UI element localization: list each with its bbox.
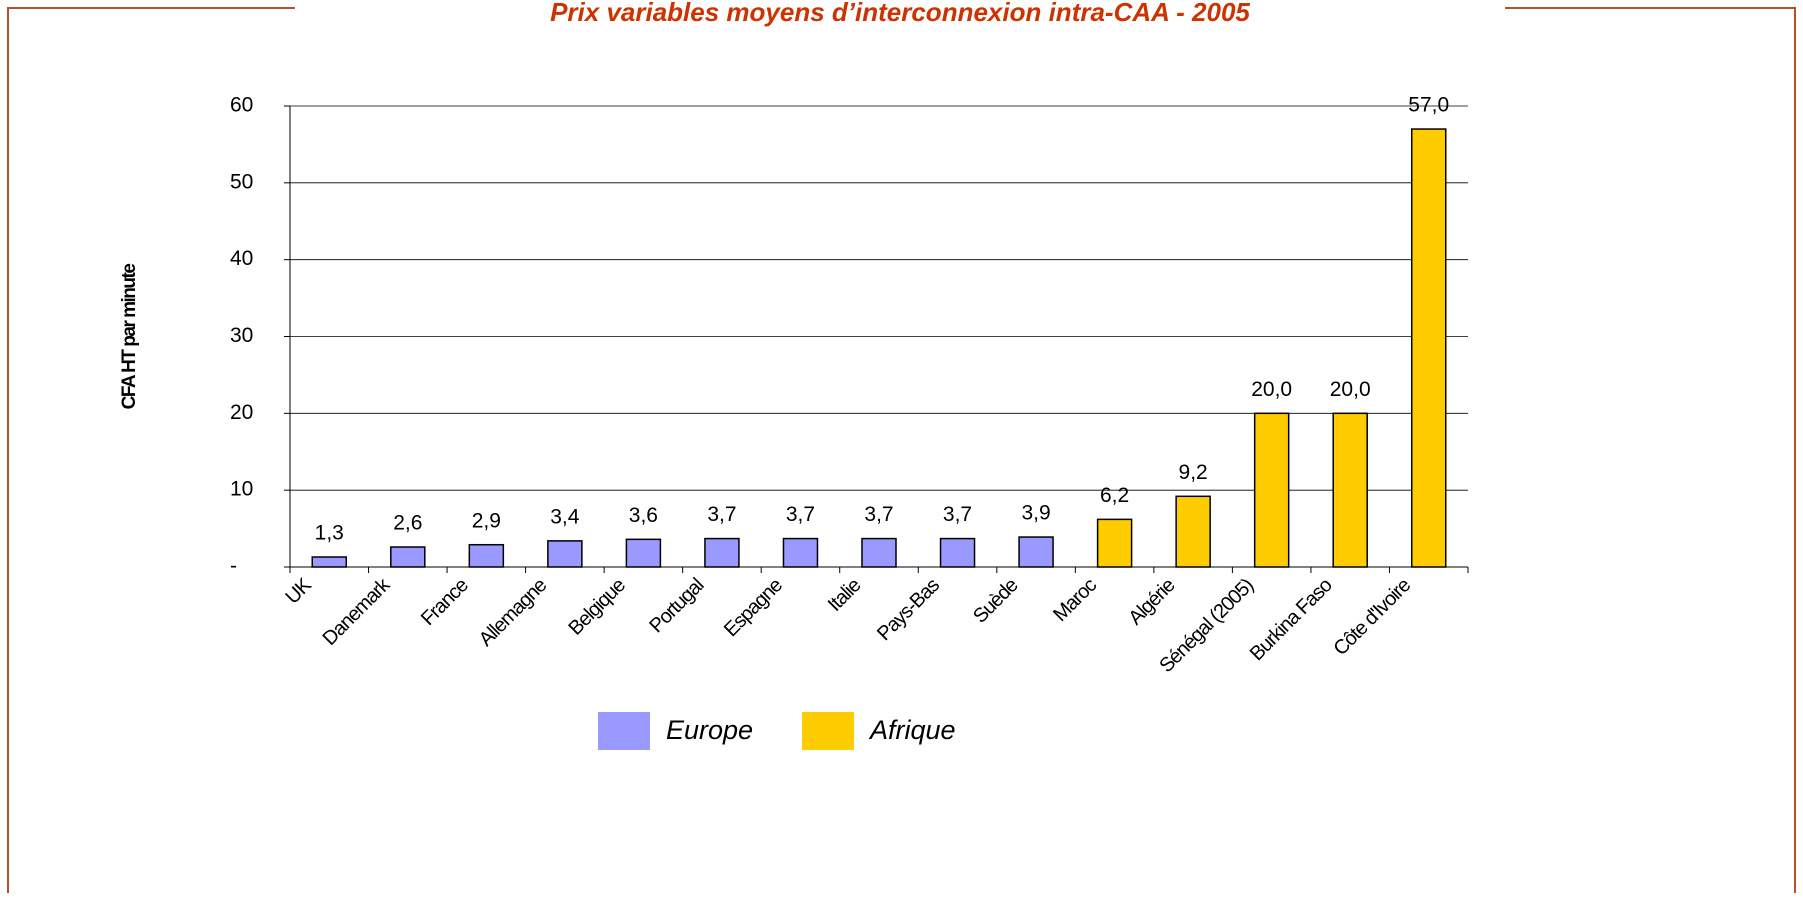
bar (1175, 495, 1211, 568)
frame-left (7, 7, 295, 893)
value-label: 3,7 (864, 503, 893, 526)
value-label: 9,2 (1179, 461, 1208, 484)
x-tick-label: Belgique (564, 574, 630, 640)
x-tick-label: Portugal (645, 574, 708, 637)
value-label: 1,3 (315, 522, 344, 545)
legend-swatch (598, 712, 650, 750)
bar (390, 546, 426, 568)
bar (1332, 412, 1368, 568)
bar (1253, 412, 1290, 568)
value-label: 2,6 (393, 512, 422, 535)
value-label: 3,7 (707, 503, 736, 526)
x-tick-label: Danemark (319, 573, 396, 650)
y-tick-label: - (230, 555, 237, 578)
bar (311, 556, 348, 568)
bar (1410, 128, 1447, 568)
x-tick-label: Allemagne (475, 574, 552, 651)
bar (468, 543, 505, 568)
bar (625, 538, 662, 568)
legend-label: Europe (666, 715, 753, 745)
x-tick-label: France (417, 574, 473, 630)
x-tick-label: Burkina Faso (1246, 574, 1337, 665)
x-tick-label: Espagne (720, 574, 787, 641)
bar (861, 537, 897, 568)
value-label: 6,2 (1100, 484, 1129, 507)
bar (1096, 518, 1133, 568)
legend-swatch (802, 712, 854, 750)
value-label: 2,9 (472, 509, 501, 532)
value-label: 3,4 (550, 505, 580, 528)
bar (547, 540, 583, 568)
value-label: 3,7 (786, 503, 815, 526)
value-label: 3,7 (943, 503, 972, 526)
x-tick-label: Italie (824, 574, 866, 616)
x-tick-label: Côte d'Ivoire (1329, 574, 1415, 660)
value-label: 20,0 (1330, 378, 1371, 401)
legend-label: Afrique (868, 715, 956, 745)
y-tick-label: 30 (230, 324, 253, 347)
y-tick-label: 50 (230, 170, 253, 193)
x-tick-label: UK (281, 574, 316, 609)
value-label: 57,0 (1408, 94, 1449, 117)
x-tick-label: Algérie (1125, 574, 1180, 629)
y-tick-label: 10 (230, 478, 253, 501)
value-label: 20,0 (1251, 378, 1292, 401)
bar (782, 537, 819, 568)
x-tick-label: Maroc (1049, 574, 1101, 626)
y-axis-label: CFA HT par minute (119, 264, 140, 410)
y-tick-label: 40 (230, 247, 253, 270)
y-tick-label: 20 (230, 401, 253, 424)
bar (939, 537, 976, 568)
x-tick-label: Pays-Bas (873, 574, 944, 645)
bar (1018, 536, 1054, 568)
value-label: 3,6 (629, 504, 658, 527)
value-label: 3,9 (1021, 502, 1050, 525)
y-tick-label: 60 (230, 94, 253, 117)
x-tick-label: Suède (969, 574, 1023, 628)
bar (704, 537, 740, 568)
chart-title: Prix variables moyens d’interconnexion i… (550, 0, 1250, 27)
frame-right (1505, 7, 1796, 893)
